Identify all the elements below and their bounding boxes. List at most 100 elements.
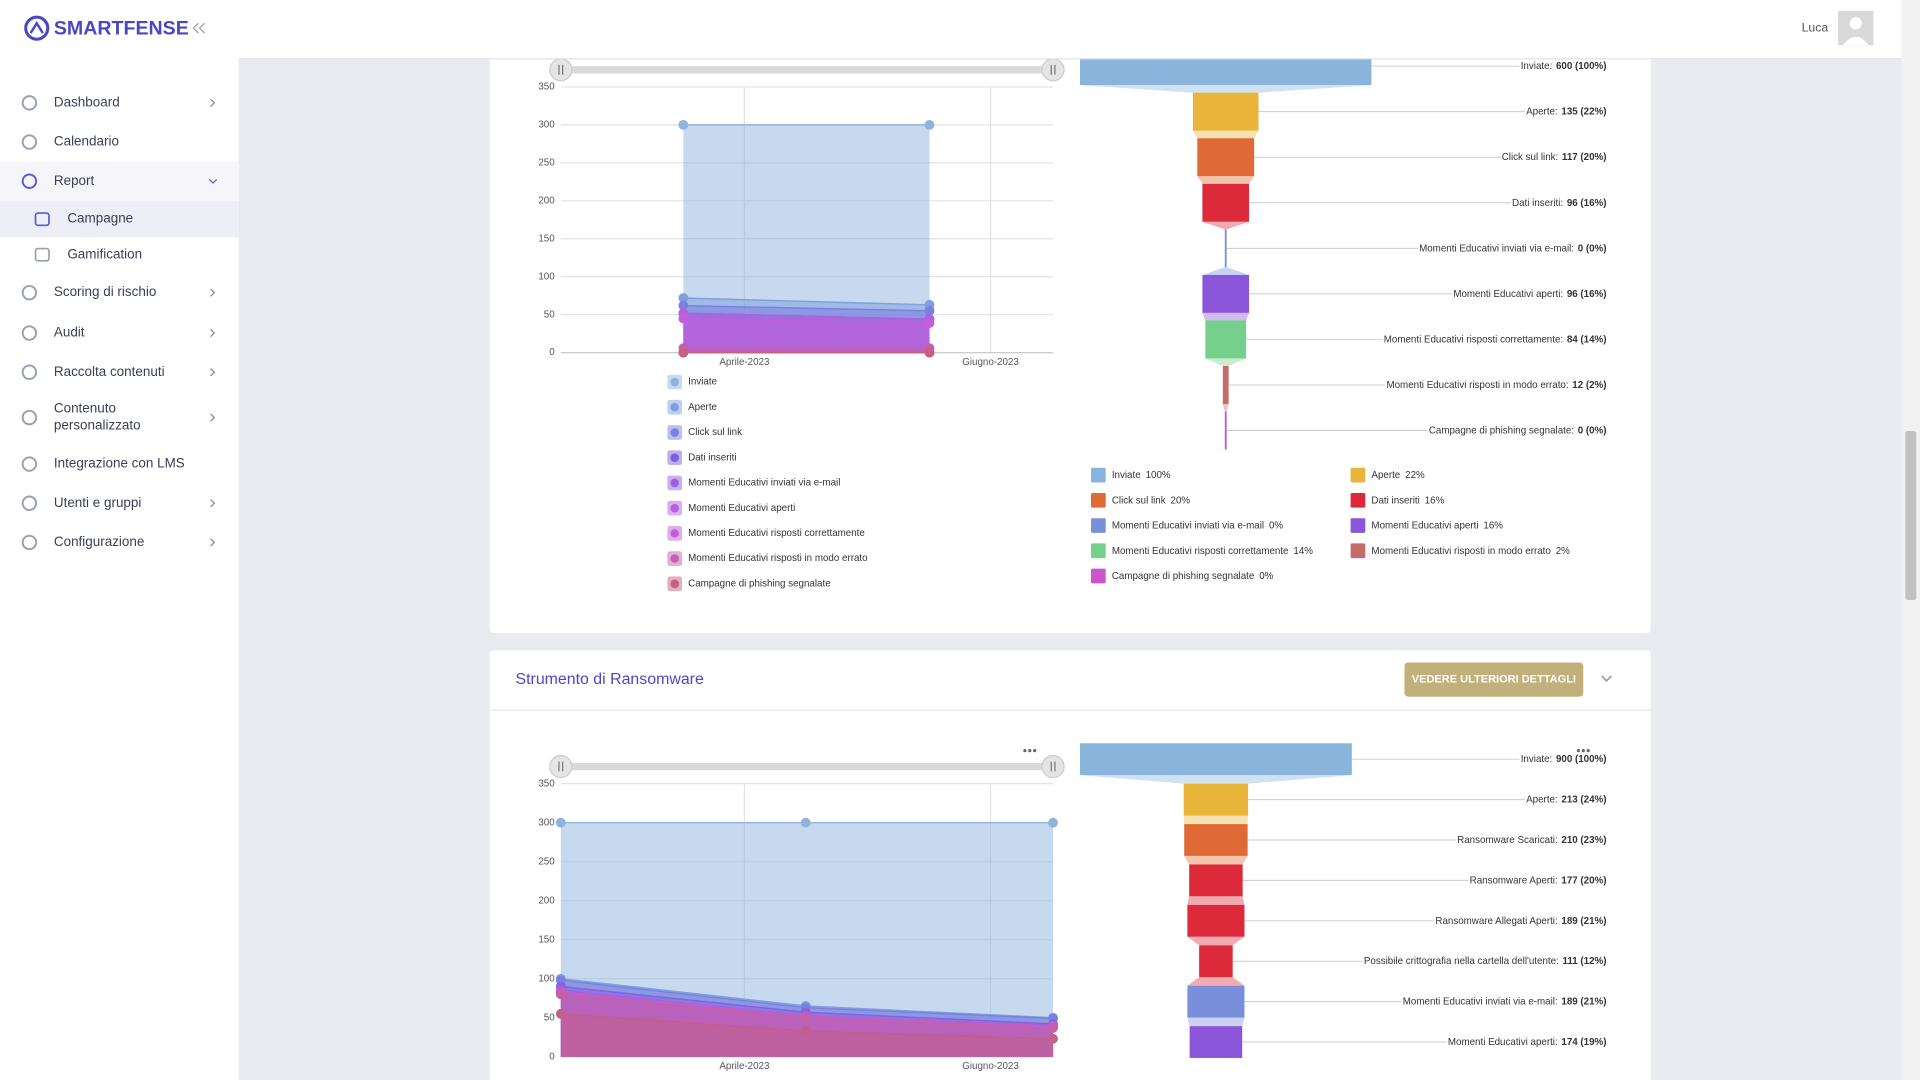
y-tick-label: 200 <box>538 195 555 206</box>
point <box>924 318 935 328</box>
menu-item[interactable]: Campagne <box>67 211 133 226</box>
point <box>800 1026 811 1036</box>
legend-marker[interactable] <box>1091 518 1106 533</box>
legend-label[interactable]: Inviate 100% <box>1112 470 1171 481</box>
chevron <box>210 499 216 508</box>
scroll-thumb[interactable] <box>1905 431 1917 600</box>
legend-label[interactable]: Momenti Educativi aperti 16% <box>1371 520 1503 531</box>
legend-marker[interactable] <box>1350 543 1366 559</box>
menu-item[interactable]: Integrazione con LMS <box>54 456 185 471</box>
zoom-grip <box>558 64 564 75</box>
legend-label[interactable]: Inviate <box>688 377 717 388</box>
funnel-value: 177 (20%) <box>1561 875 1606 886</box>
legend-dot <box>670 478 679 488</box>
legend-label[interactable]: Click sul link <box>688 427 742 438</box>
funnel-label: Inviate: 900 (100%) <box>1521 754 1607 765</box>
content: Strumento di Ransomware VEDERE ULTERIORI… <box>489 36 1651 1080</box>
funnel-name: Momenti Educativi aperti: <box>1448 1037 1558 1048</box>
collapse-chevron[interactable] <box>1601 675 1612 682</box>
menu-item[interactable]: Utenti e gruppi <box>54 495 142 510</box>
menu-item[interactable]: Configurazione <box>54 534 145 549</box>
menu-item[interactable]: Report <box>54 173 95 188</box>
legend-label[interactable]: Momenti Educativi risposti in modo errat… <box>1371 545 1570 556</box>
legend-dot <box>670 579 679 589</box>
collapse-sidebar[interactable] <box>192 22 206 34</box>
legend-marker[interactable] <box>1091 467 1106 483</box>
legend-marker[interactable] <box>1350 467 1366 483</box>
funnel-name: Momenti Educativi risposti correttamente… <box>1384 334 1563 345</box>
legend-label[interactable]: Momenti Educativi inviati via e-mail 0% <box>1112 520 1284 531</box>
chevron <box>210 368 216 377</box>
menu-item[interactable]: Contenuto <box>54 401 116 416</box>
point <box>1048 817 1058 828</box>
menu-item[interactable]: personalizzato <box>54 418 141 433</box>
point <box>1048 1033 1058 1044</box>
legend-label[interactable]: Aperte 22% <box>1371 470 1425 481</box>
logo-mark <box>29 20 44 34</box>
zoom-handle[interactable] <box>1041 754 1065 779</box>
point <box>555 989 566 1000</box>
legend-label[interactable]: Momenti Educativi risposti correttamente <box>688 528 865 539</box>
chart-menu[interactable] <box>1576 749 1590 753</box>
details-button[interactable] <box>1404 662 1584 697</box>
legend-label[interactable]: Dati inseriti 16% <box>1371 495 1444 506</box>
legend-label[interactable]: Momenti Educativi risposti correttamente… <box>1112 545 1313 556</box>
funnel-label: Momenti Educativi aperti: 96 (16%) <box>1453 288 1606 299</box>
menu-icon <box>21 134 38 150</box>
brand[interactable]: SMARTFENSE <box>54 18 189 40</box>
menu-item[interactable]: Calendario <box>54 134 119 149</box>
legend-marker[interactable] <box>1350 492 1366 508</box>
legend-label[interactable]: Momenti Educativi aperti <box>688 503 795 514</box>
legend-marker[interactable] <box>1091 543 1106 559</box>
legend-label[interactable]: Click sul link 20% <box>1112 495 1191 506</box>
legend-label[interactable]: Momenti Educativi risposti in modo errat… <box>688 553 868 564</box>
funnel-bar <box>1187 985 1245 1018</box>
menu-icon <box>21 456 38 472</box>
legend-marker[interactable] <box>1350 518 1366 533</box>
legend-label[interactable]: Campagne di phishing segnalate <box>688 578 830 589</box>
funnel-label: Possibile crittografia nella cartella de… <box>1364 956 1607 967</box>
funnel-value: 174 (19%) <box>1561 1037 1606 1048</box>
funnel-name: Campagne di phishing segnalate: <box>1429 425 1574 436</box>
legend-marker[interactable] <box>1091 492 1106 508</box>
menu-icon <box>21 495 38 511</box>
avatar-body <box>1842 36 1869 46</box>
zoom-track <box>560 762 1054 771</box>
chevron <box>210 328 216 338</box>
zoom-grip <box>558 761 564 772</box>
menu-icon <box>21 284 38 301</box>
menu-item[interactable]: Scoring di rischio <box>54 284 156 299</box>
zoom-handle[interactable] <box>549 754 573 779</box>
legend-label[interactable]: Momenti Educativi inviati via e-mail <box>688 478 840 489</box>
zoom-handle[interactable] <box>1041 58 1065 82</box>
zoom-grip <box>1050 64 1056 75</box>
legend-percent: 16% <box>1483 520 1503 531</box>
menu-item[interactable]: Dashboard <box>54 94 120 109</box>
legend-percent: 14% <box>1293 545 1313 556</box>
point <box>678 120 689 130</box>
menu-item[interactable]: Audit <box>54 325 85 340</box>
point <box>800 817 811 828</box>
funnel-bar <box>1189 864 1243 897</box>
menu-item[interactable]: Raccolta contenuti <box>54 364 165 379</box>
button-label[interactable]: VEDERE ULTERIORI DETTAGLI <box>1412 673 1576 685</box>
point <box>924 120 935 130</box>
legend-label[interactable]: Campagne di phishing segnalate 0% <box>1112 571 1274 582</box>
funnel-bar <box>1189 1026 1243 1058</box>
legend-percent: 0% <box>1259 571 1273 582</box>
menu-icon <box>21 534 38 551</box>
zoom-handle[interactable] <box>549 58 573 82</box>
point <box>800 1012 811 1023</box>
point <box>555 1008 566 1019</box>
logo-icon <box>24 15 50 41</box>
user-name[interactable]: Luca <box>1802 20 1829 34</box>
legend-marker[interactable] <box>1091 568 1106 584</box>
funnel-name: Momenti Educativi risposti in modo errat… <box>1386 380 1568 391</box>
legend-label[interactable]: Dati inseriti <box>688 452 736 463</box>
menu-item[interactable]: Gamification <box>67 246 142 261</box>
chart-menu[interactable] <box>1023 749 1037 753</box>
funnel-name: Inviate: <box>1521 61 1553 72</box>
legend-label[interactable]: Aperte <box>688 402 717 413</box>
funnel-value: 210 (23%) <box>1561 835 1606 846</box>
funnel-bar <box>1080 743 1352 776</box>
